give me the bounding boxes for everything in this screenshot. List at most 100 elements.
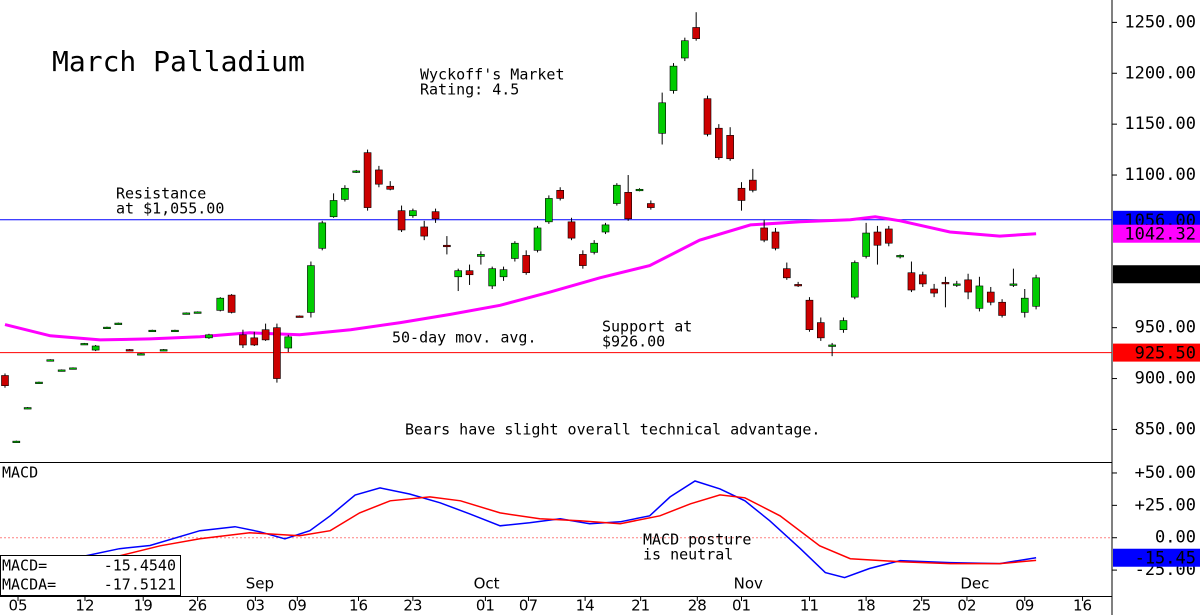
candle-body <box>715 127 723 159</box>
x-tick-label: 26 <box>188 597 207 615</box>
chart-title: March Palladium <box>52 45 305 78</box>
axis-value-box-label: 1002.50 <box>1124 265 1196 285</box>
candle-body <box>454 270 463 278</box>
candle-body <box>465 270 474 276</box>
candle-body <box>193 311 202 314</box>
candle-body <box>545 198 553 223</box>
candle-body <box>159 349 168 352</box>
axis-value-box <box>1113 265 1200 284</box>
candle-body <box>975 285 984 309</box>
candle-body <box>805 299 814 331</box>
readout-box <box>0 555 181 596</box>
y-tick-label: 1150.00 <box>1124 114 1196 134</box>
month-label: Dec <box>960 575 989 593</box>
annotation: Rating: 4.5 <box>420 81 519 99</box>
month-label: Nov <box>734 575 763 593</box>
candle-body <box>986 291 995 303</box>
candle-body <box>613 184 621 204</box>
candle-body <box>703 98 712 135</box>
y-tick-label: 950.00 <box>1135 318 1196 338</box>
candle-body <box>125 349 134 352</box>
candle-body <box>930 288 938 294</box>
candle-body <box>239 334 247 346</box>
candle-body <box>862 232 870 257</box>
candle-body <box>907 272 916 291</box>
x-tick-label: 21 <box>631 597 650 615</box>
candle-body <box>737 187 746 201</box>
y-tick-label: 0.00 <box>1155 528 1196 548</box>
candle-body <box>91 345 100 351</box>
candle-body <box>635 188 644 192</box>
y-tick-label: +50.00 <box>1135 463 1196 483</box>
annotation: MACD posture <box>643 531 751 549</box>
annotation: Wyckoff's Market <box>420 66 565 84</box>
candle-body <box>250 337 259 346</box>
candle-body <box>647 203 655 208</box>
candle-body <box>681 40 689 59</box>
readout-value: -15.4540 <box>104 557 176 575</box>
x-tick-label: 16 <box>349 597 368 615</box>
axis-value-box-label: 925.50 <box>1135 344 1196 364</box>
candle-body <box>998 301 1006 316</box>
candle-body <box>80 343 89 346</box>
candle-body <box>103 326 111 329</box>
candle-body <box>658 102 666 134</box>
candle-body <box>816 322 825 339</box>
candle-body <box>352 170 361 173</box>
x-tick-label: 28 <box>688 597 707 615</box>
y-tick-label: 1100.00 <box>1124 165 1196 185</box>
annotation: 50-day mov. avg. <box>392 329 537 347</box>
x-tick-label: 09 <box>1015 597 1034 615</box>
candle-body <box>1 375 9 386</box>
y-tick-label: 1250.00 <box>1124 12 1196 32</box>
annotation: Bears have slight overall technical adva… <box>405 421 820 439</box>
x-tick-label: 07 <box>519 597 538 615</box>
candle-body <box>12 440 21 443</box>
candle-body <box>137 353 145 356</box>
candle-body <box>182 312 191 315</box>
candle-body <box>511 242 519 259</box>
candle-body <box>477 254 485 257</box>
month-label: Sep <box>246 575 274 593</box>
candle-body <box>148 329 157 333</box>
candle-body <box>590 242 598 253</box>
candle-body <box>273 327 281 379</box>
candle-body <box>23 407 32 410</box>
y-tick-label: +25.00 <box>1135 495 1196 515</box>
macd-title: MACD <box>2 464 38 482</box>
axis-value-box <box>1113 210 1200 229</box>
month-label: Oct <box>474 575 500 593</box>
candle-body <box>884 228 893 244</box>
x-tick-label: 25 <box>912 597 931 615</box>
candle-body <box>227 294 236 313</box>
axis-value-box <box>1113 224 1200 243</box>
candle-body <box>69 367 77 370</box>
candle-body <box>57 369 66 372</box>
candle-body <box>771 231 780 249</box>
candle-body <box>341 187 349 200</box>
candle-body <box>794 284 802 287</box>
annotation: $926.00 <box>602 333 665 351</box>
candle-body <box>918 274 927 285</box>
candle-body <box>409 210 417 217</box>
readout-label: MACD= <box>2 557 47 575</box>
candle-body <box>850 262 859 298</box>
x-tick-label: 01 <box>732 597 751 615</box>
candle-body <box>579 254 587 266</box>
candle-body <box>46 359 55 362</box>
candle-body <box>783 268 791 279</box>
x-tick-label: 03 <box>246 597 265 615</box>
candle-body <box>601 224 610 233</box>
candle-body <box>839 320 848 331</box>
x-tick-label: 14 <box>576 597 595 615</box>
readout-value: -17.5121 <box>104 576 176 594</box>
candle-body <box>171 329 179 333</box>
annotation: at $1,055.00 <box>116 200 224 218</box>
candle-body <box>749 179 757 191</box>
candle-body <box>431 211 440 220</box>
annotation: is neutral <box>643 546 733 564</box>
x-tick-label: 09 <box>288 597 307 615</box>
axis-value-box <box>1113 343 1200 362</box>
candle-body <box>692 27 700 39</box>
